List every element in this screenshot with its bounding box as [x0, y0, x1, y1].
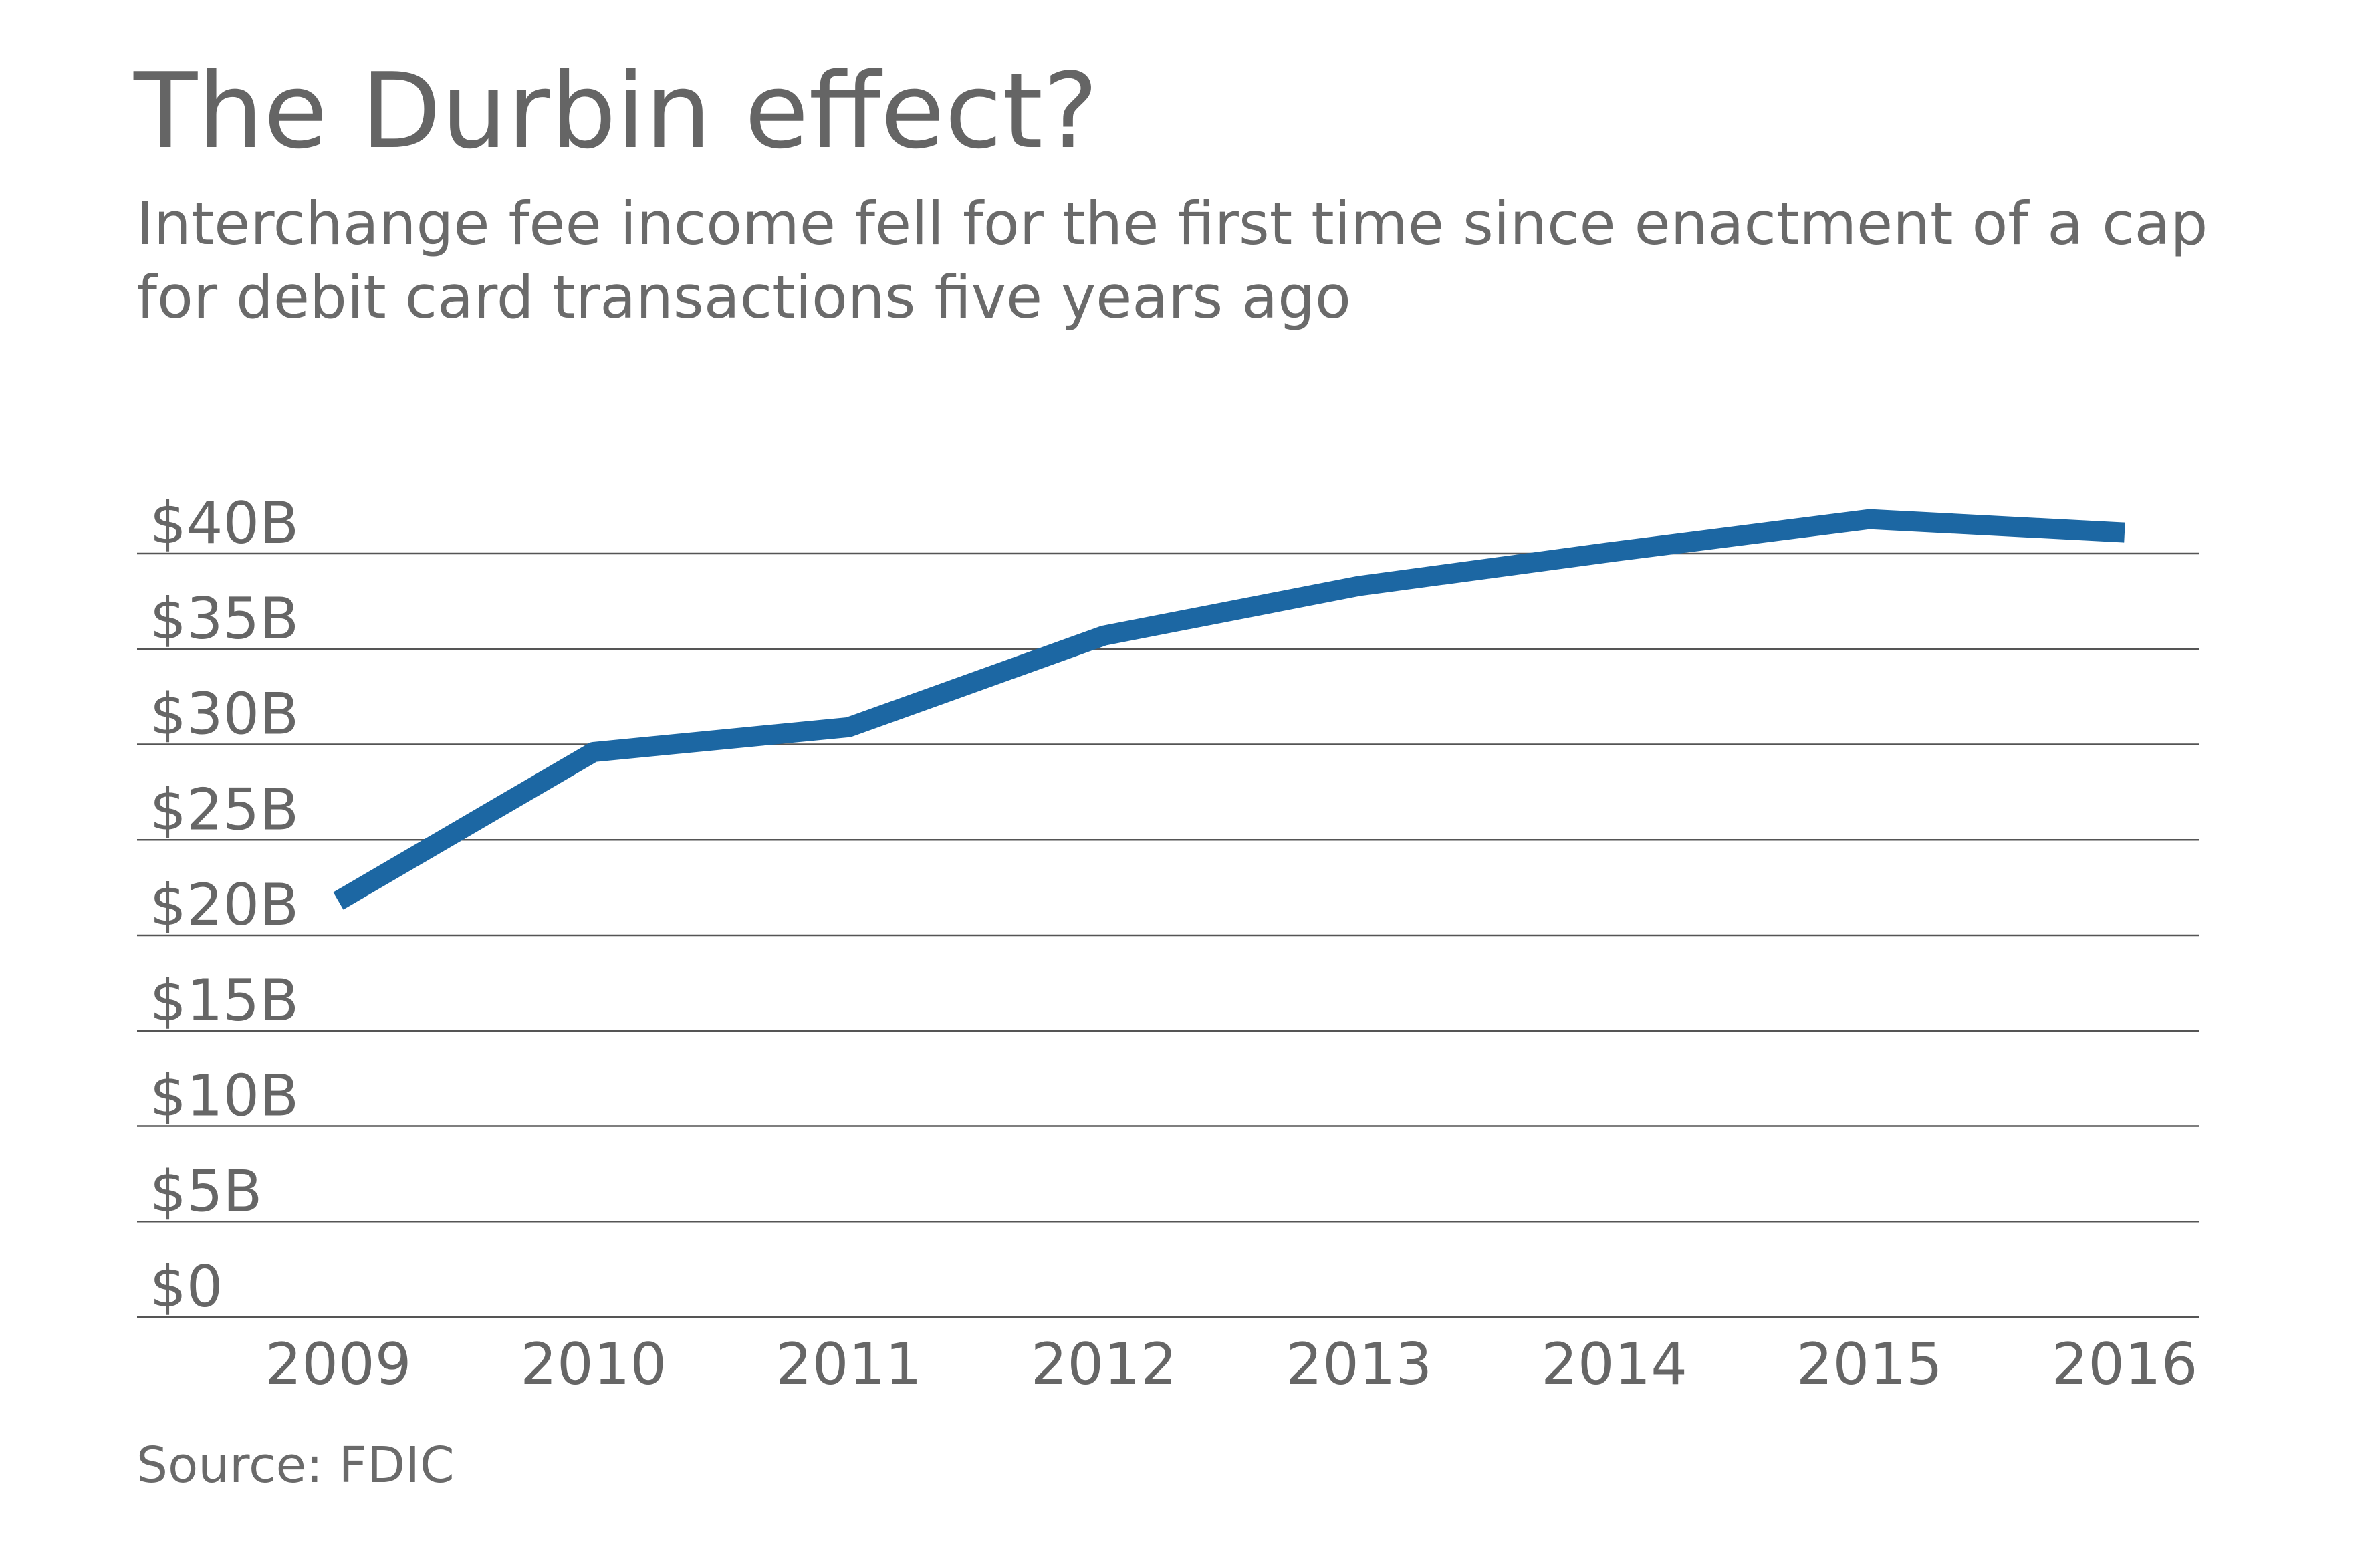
- x-tick-label: 2014: [1541, 1331, 1687, 1398]
- data-point: [1859, 509, 1879, 529]
- x-axis-labels: 2009 2010 2011 2012 2013 2014 2015 2016: [265, 1331, 2198, 1398]
- chart-title: The Durbin effect?: [134, 50, 1098, 172]
- y-tick-label: $5B: [150, 1158, 262, 1225]
- gridlines: [137, 552, 2199, 1318]
- data-point: [584, 742, 604, 762]
- data-point: [1349, 576, 1369, 596]
- x-tick-label: 2010: [520, 1331, 667, 1398]
- y-tick-label: $25B: [150, 776, 299, 843]
- data-point: [2115, 523, 2135, 543]
- y-tick-label: $10B: [150, 1063, 299, 1130]
- y-tick-label: $15B: [150, 967, 299, 1034]
- x-tick-label: 2009: [265, 1331, 412, 1398]
- x-tick-label: 2012: [1031, 1331, 1177, 1398]
- x-tick-label: 2013: [1286, 1331, 1432, 1398]
- y-tick-label: $35B: [150, 586, 299, 652]
- y-tick-label: $20B: [150, 872, 299, 939]
- x-tick-label: 2015: [1796, 1331, 1943, 1398]
- data-point: [838, 717, 858, 737]
- series-line: [333, 509, 2125, 910]
- data-point: [328, 891, 348, 911]
- chart-subtitle: Interchange fee income fell for the firs…: [136, 189, 2208, 332]
- source-note: Source: FDIC: [136, 1437, 455, 1494]
- x-tick-label: 2016: [2052, 1331, 2198, 1398]
- data-point: [1604, 542, 1625, 562]
- y-tick-label: $30B: [150, 681, 299, 748]
- data-point: [1094, 626, 1114, 646]
- y-axis-labels: $0 $5B $10B $15B $20B $25B $30B $35B $40B: [150, 490, 299, 1320]
- series-layer: [328, 509, 2135, 911]
- y-tick-label: $40B: [150, 490, 299, 557]
- y-tick-label: $0: [150, 1254, 223, 1320]
- x-tick-label: 2011: [776, 1331, 922, 1398]
